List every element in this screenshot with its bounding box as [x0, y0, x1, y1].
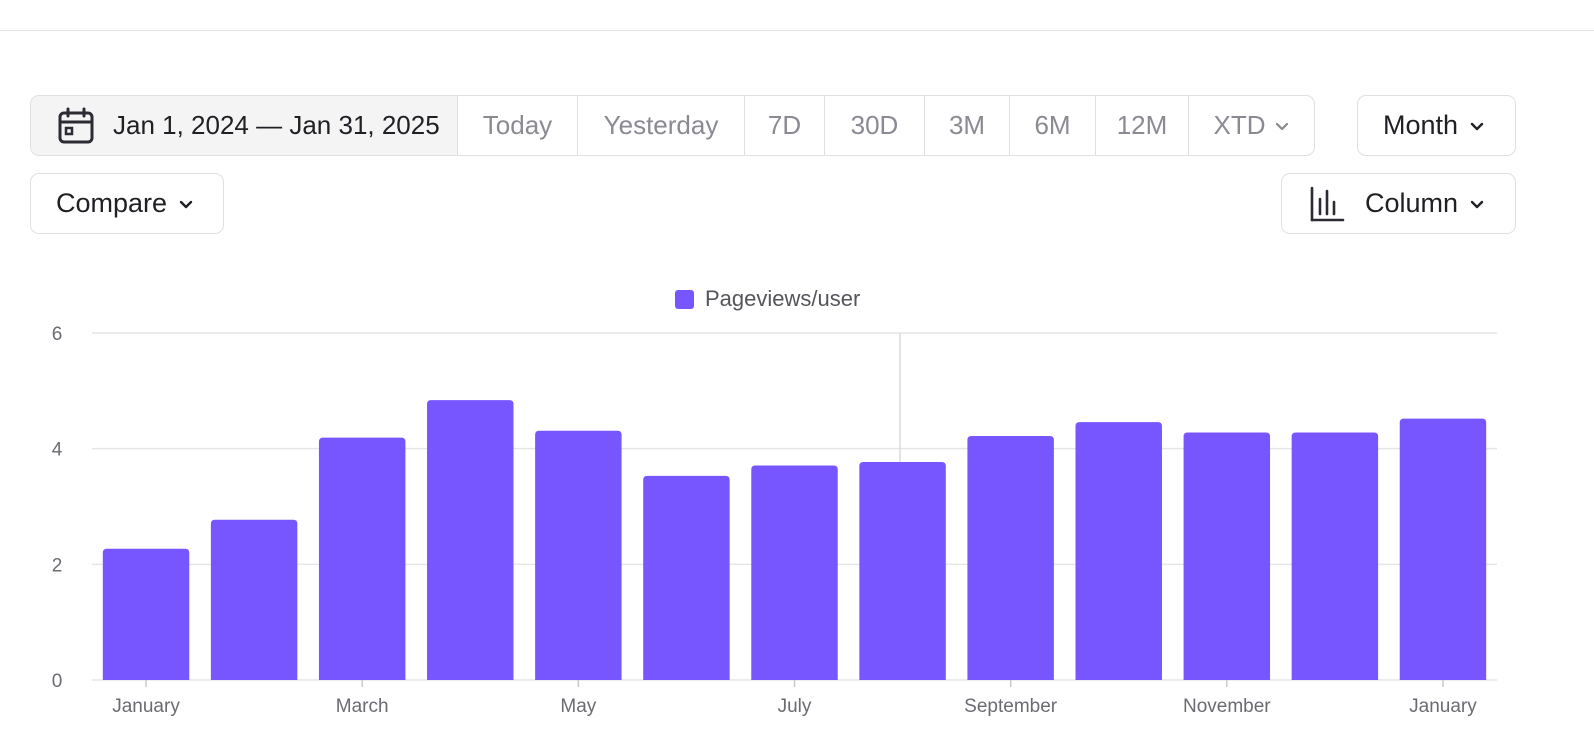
bar[interactable] [967, 435, 1054, 680]
bar[interactable] [751, 465, 838, 680]
bar[interactable] [1399, 418, 1487, 680]
x-tick-label: May [560, 696, 596, 717]
bar-chart-icon [1310, 186, 1345, 221]
bar[interactable] [427, 400, 514, 680]
bar[interactable] [1075, 422, 1162, 680]
preset-xtd-label: XTD [1213, 110, 1266, 140]
bar[interactable] [535, 430, 622, 680]
x-tick-label: January [1409, 696, 1477, 717]
bar[interactable] [1183, 432, 1271, 680]
preset-30d[interactable]: 30D [824, 96, 924, 155]
bar[interactable] [102, 548, 190, 680]
interval-label: Month [1383, 110, 1459, 140]
date-range-label: Jan 1, 2024 — Jan 31, 2025 [113, 110, 440, 140]
preset-6m[interactable]: 6M [1009, 96, 1095, 155]
date-range-selector: Jan 1, 2024 — Jan 31, 2025 Today Yesterd… [30, 95, 1315, 156]
x-tick-label: September [964, 696, 1058, 717]
legend-swatch [675, 289, 694, 309]
preset-7d[interactable]: 7D [744, 96, 824, 155]
compare-label: Compare [56, 188, 168, 218]
bar[interactable] [1291, 432, 1379, 680]
calendar-icon [58, 107, 94, 143]
chevron-down-icon [179, 200, 193, 208]
chart-type-dropdown[interactable]: Column [1281, 173, 1516, 234]
date-range-picker[interactable]: Jan 1, 2024 — Jan 31, 2025 [31, 96, 457, 155]
y-tick-label: 0 [52, 671, 63, 692]
y-tick-label: 6 [52, 324, 63, 345]
chevron-down-icon [1275, 122, 1288, 130]
interval-dropdown[interactable]: Month [1357, 95, 1516, 156]
bar[interactable] [859, 461, 946, 680]
chart-type-label: Column [1365, 188, 1459, 218]
bar[interactable] [318, 437, 406, 680]
y-tick-label: 4 [52, 440, 63, 461]
x-tick-label: March [336, 696, 389, 717]
x-tick-label: July [778, 696, 812, 717]
chevron-down-icon [1470, 122, 1484, 130]
chevron-down-icon [1470, 200, 1484, 208]
x-tick-label: November [1183, 696, 1271, 717]
bar[interactable] [210, 519, 298, 680]
preset-today[interactable]: Today [457, 96, 577, 155]
header-divider [0, 30, 1594, 31]
preset-xtd[interactable]: XTD [1188, 96, 1314, 155]
y-tick-label: 2 [52, 555, 63, 576]
preset-12m[interactable]: 12M [1095, 96, 1188, 155]
x-tick-label: January [112, 696, 180, 717]
preset-3m[interactable]: 3M [924, 96, 1009, 155]
chart-legend[interactable]: Pageviews/user [675, 286, 860, 312]
legend-label: Pageviews/user [705, 286, 861, 311]
compare-dropdown[interactable]: Compare [30, 173, 224, 234]
preset-yesterday[interactable]: Yesterday [577, 96, 744, 155]
bar[interactable] [643, 475, 730, 680]
